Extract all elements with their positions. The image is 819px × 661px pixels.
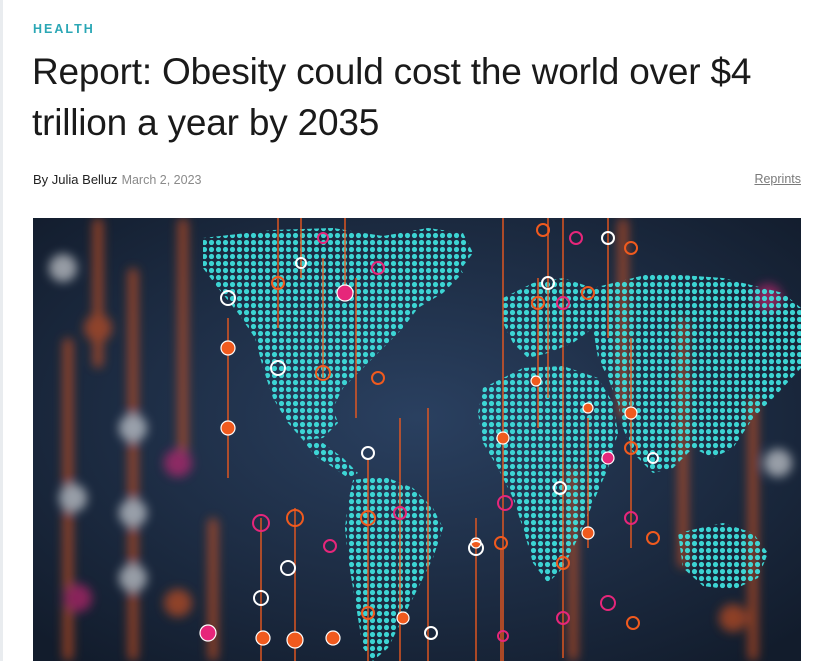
- map-marker-ring: [361, 446, 375, 460]
- map-marker-ring: [252, 514, 270, 532]
- bg-blur-dot: [84, 314, 112, 342]
- hero-image: [33, 218, 801, 661]
- map-marker-ring: [600, 595, 616, 611]
- bg-blur-dot: [64, 584, 92, 612]
- map-marker: [601, 451, 615, 465]
- world-map-illustration: [33, 218, 801, 661]
- bg-blur-dot: [164, 589, 192, 617]
- bg-blur-dot: [49, 254, 77, 282]
- map-marker-ring: [317, 232, 329, 244]
- author-link[interactable]: Julia Belluz: [51, 172, 118, 187]
- map-marker-ring: [468, 540, 484, 556]
- map-marker-ring: [371, 371, 385, 385]
- map-marker: [255, 630, 271, 646]
- map-marker-ring: [569, 231, 583, 245]
- map-marker: [336, 284, 354, 302]
- map-marker-ring: [361, 606, 375, 620]
- publish-date: March 2, 2023: [121, 173, 202, 187]
- map-marker: [220, 340, 236, 356]
- bg-streak: [128, 268, 138, 661]
- bg-streak: [748, 398, 758, 661]
- byline-prefix: By: [33, 172, 52, 187]
- map-marker-ring: [601, 231, 615, 245]
- map-marker: [199, 624, 217, 642]
- map-marker-ring: [271, 276, 285, 290]
- map-marker-ring: [494, 536, 508, 550]
- map-marker: [286, 631, 304, 649]
- article-headline: Report: Obesity could cost the world ove…: [32, 51, 752, 143]
- byline-row: By Julia Belluz March 2, 2023 Reprints: [33, 171, 801, 189]
- bg-blur-dot: [119, 414, 147, 442]
- map-marker-ring: [315, 365, 331, 381]
- bg-blur-dot: [119, 499, 147, 527]
- map-marker-ring: [424, 626, 438, 640]
- map-marker-ring: [286, 509, 304, 527]
- map-marker-ring: [280, 560, 296, 576]
- map-marker-ring: [624, 241, 638, 255]
- bg-blur-dot: [119, 564, 147, 592]
- byline: By Julia Belluz March 2, 2023: [33, 172, 201, 187]
- map-marker-ring: [541, 276, 555, 290]
- bg-blur-dot: [164, 449, 192, 477]
- map-marker-ring: [536, 223, 550, 237]
- map-marker: [325, 630, 341, 646]
- map-marker-ring: [220, 290, 236, 306]
- map-marker-ring: [270, 360, 286, 376]
- map-marker-ring: [553, 481, 567, 495]
- reprints-link[interactable]: Reprints: [754, 172, 801, 186]
- bg-blur-dot: [764, 449, 792, 477]
- left-edge-rule: [0, 0, 3, 661]
- map-marker-ring: [646, 531, 660, 545]
- map-marker-ring: [556, 556, 570, 570]
- map-marker-ring: [624, 511, 638, 525]
- bg-blur-dot: [59, 484, 87, 512]
- map-marker: [530, 375, 542, 387]
- map-marker-ring: [556, 611, 570, 625]
- map-marker-ring: [556, 296, 570, 310]
- map-marker-ring: [323, 539, 337, 553]
- map-marker-ring: [647, 452, 659, 464]
- map-marker-ring: [360, 510, 376, 526]
- map-marker: [624, 406, 638, 420]
- map-marker: [220, 420, 236, 436]
- map-marker: [581, 526, 595, 540]
- map-marker-ring: [371, 261, 385, 275]
- map-marker-ring: [626, 616, 640, 630]
- map-marker-ring: [253, 590, 269, 606]
- section-kicker[interactable]: HEALTH: [33, 22, 95, 36]
- map-marker-ring: [295, 257, 307, 269]
- map-marker-ring: [393, 506, 407, 520]
- bg-blur-dot: [719, 604, 747, 632]
- map-marker-ring: [497, 630, 509, 642]
- map-marker: [496, 431, 510, 445]
- map-marker-ring: [624, 441, 638, 455]
- map-marker-ring: [581, 286, 595, 300]
- map-marker-ring: [497, 495, 513, 511]
- map-marker-ring: [531, 296, 545, 310]
- map-marker: [396, 611, 410, 625]
- map-marker: [582, 402, 594, 414]
- bg-streak: [93, 218, 103, 368]
- bg-streak: [178, 218, 188, 468]
